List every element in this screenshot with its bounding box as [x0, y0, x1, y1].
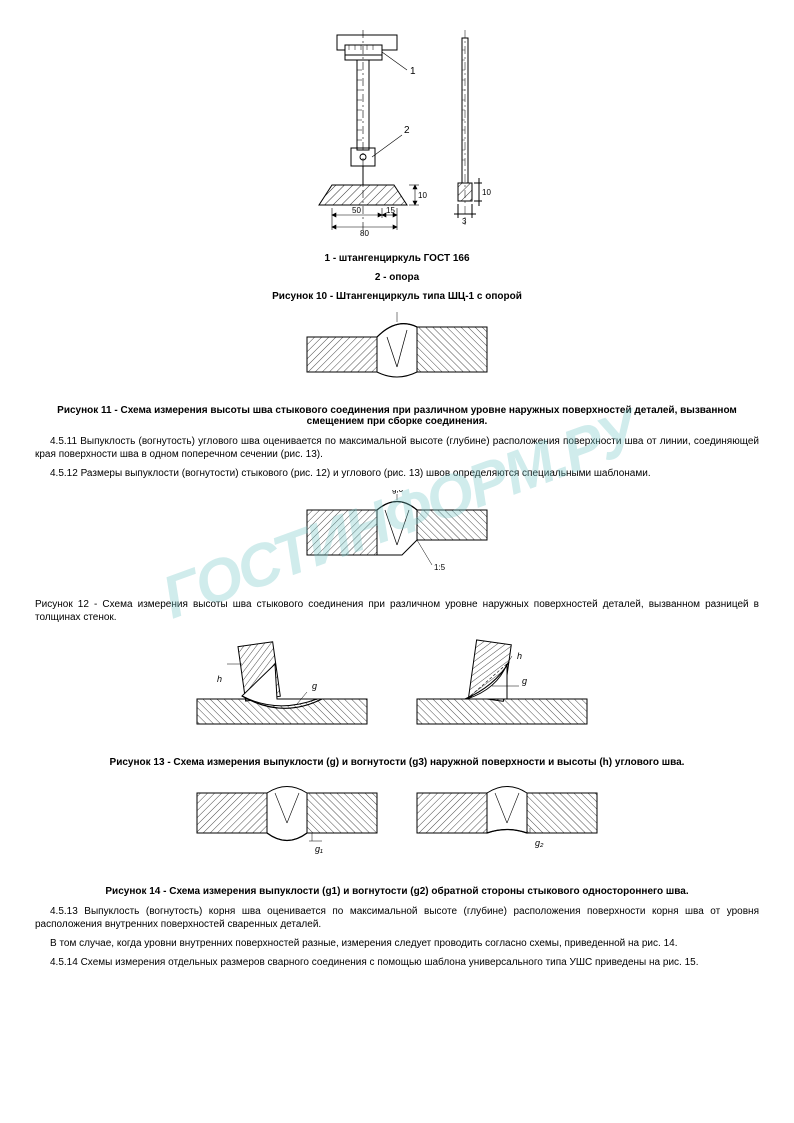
label-2: 2 — [404, 125, 410, 136]
caption-fig10: Рисунок 10 - Штангенциркуль типа ШЦ-1 с … — [35, 291, 759, 302]
svg-text:10: 10 — [418, 191, 427, 200]
svg-text:3: 3 — [462, 217, 467, 226]
para-4-5-14: 4.5.14 Схемы измерения отдельных размеро… — [35, 956, 759, 969]
figure-13: h g h g — [35, 634, 759, 747]
para-4-5-13b: В том случае, когда уровни внутренних по… — [35, 937, 759, 950]
svg-text:80: 80 — [360, 229, 369, 238]
svg-text:g₂: g₂ — [535, 838, 544, 848]
caption-fig13: Рисунок 13 - Схема измерения выпуклости … — [35, 757, 759, 768]
figure-10: 1 2 50 15 80 10 — [35, 30, 759, 243]
svg-text:h: h — [217, 674, 222, 684]
svg-text:1:5: 1:5 — [434, 563, 446, 572]
legend-2: 2 - опора — [35, 272, 759, 283]
svg-text:g: g — [312, 681, 317, 691]
para-4-5-13: 4.5.13 Выпуклость (вогнутость) корня шва… — [35, 905, 759, 931]
legend-1: 1 - штангенциркуль ГОСТ 166 — [35, 253, 759, 264]
para-4-5-11: 4.5.11 Выпуклость (вогнутость) углового … — [35, 435, 759, 461]
weld-diagram-11: g,0 — [297, 312, 497, 392]
svg-text:10: 10 — [482, 188, 491, 197]
svg-text:g,0: g,0 — [392, 490, 404, 494]
figure-14: g₁ g₂ — [35, 778, 759, 876]
para-4-5-12: 4.5.12 Размеры выпуклости (вогнутости) с… — [35, 467, 759, 480]
caption-fig12: Рисунок 12 - Схема измерения высоты шва … — [35, 598, 759, 624]
caliper-diagram: 1 2 50 15 80 10 — [287, 30, 507, 240]
svg-text:g₁: g₁ — [315, 844, 323, 854]
caption-fig14: Рисунок 14 - Схема измерения выпуклости … — [35, 886, 759, 897]
svg-text:50: 50 — [352, 206, 361, 215]
figure-12: g,0 1:5 — [35, 490, 759, 588]
svg-text:g: g — [522, 676, 527, 686]
weld-diagram-12: g,0 1:5 — [297, 490, 497, 585]
weld-diagram-14: g₁ g₂ — [187, 778, 607, 873]
figure-11: g,0 — [35, 312, 759, 395]
caption-fig11: Рисунок 11 - Схема измерения высоты шва … — [35, 405, 759, 427]
weld-diagram-13: h g h g — [187, 634, 607, 744]
svg-text:h: h — [517, 651, 522, 661]
svg-text:15: 15 — [386, 206, 395, 215]
label-1: 1 — [410, 66, 416, 77]
